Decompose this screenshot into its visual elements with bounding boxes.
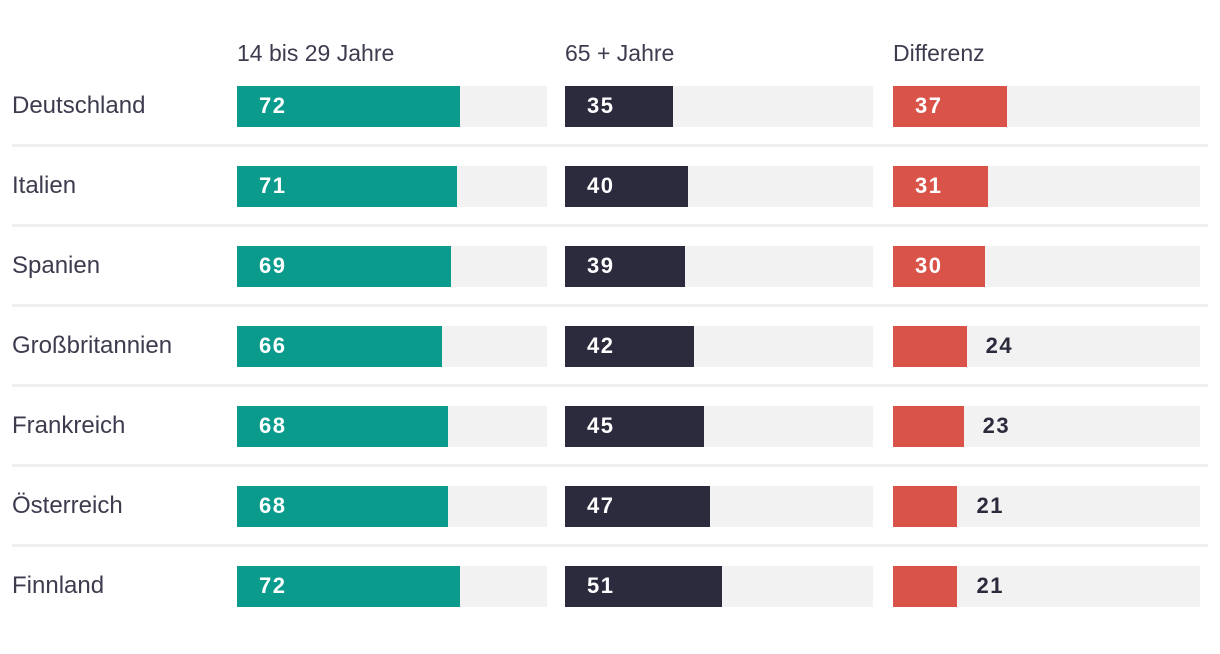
table-row: Österreich 68 47 21	[12, 466, 1208, 547]
bar-track: 21	[893, 485, 1200, 527]
grouped-bar-chart: 14 bis 29 Jahre 65 + Jahre Differenz Deu…	[12, 40, 1208, 626]
country-label: Österreich	[12, 492, 123, 519]
bar-track: 40	[565, 165, 873, 207]
bar-value-label: 21	[976, 573, 1004, 598]
bar-fill	[565, 245, 686, 287]
bar-track: 72	[237, 565, 547, 607]
bar-value-label: 72	[259, 93, 287, 118]
table-row: Italien 71 40 31	[12, 146, 1208, 227]
table-row: Deutschland 72 35 37	[12, 66, 1208, 147]
bar-fill	[237, 325, 442, 367]
bar-value-label: 68	[259, 493, 287, 518]
bar-track: 42	[565, 325, 873, 367]
bar-fill	[565, 405, 704, 447]
country-label: Spanien	[12, 252, 101, 279]
bar-value-label: 51	[587, 573, 615, 598]
bar-track: 37	[893, 85, 1200, 127]
rows: Deutschland 72 35 37 Italien 71 40 31 Spanien 69 3…	[12, 66, 1208, 626]
bar-value-label: 39	[587, 253, 615, 278]
country-label: Deutschland	[12, 92, 146, 119]
bar-value-label: 45	[587, 413, 615, 438]
bar-track: 39	[565, 245, 873, 287]
bar-fill	[893, 85, 1007, 127]
bar-fill	[893, 485, 958, 527]
bar-value-label: 72	[259, 573, 287, 598]
bar-value-label: 31	[915, 173, 943, 198]
bar-fill	[893, 405, 964, 447]
bar-fill	[565, 565, 723, 607]
bar-value-label: 23	[982, 413, 1011, 438]
bar-track: 72	[237, 85, 547, 127]
bar-value-label: 68	[259, 413, 287, 438]
bar-value-label: 21	[976, 493, 1004, 518]
bar-track: 35	[565, 85, 873, 127]
bar-track: 45	[565, 405, 873, 447]
bar-fill	[565, 485, 710, 527]
bar-track: 71	[237, 165, 547, 207]
column-headers: 14 bis 29 Jahre 65 + Jahre Differenz	[12, 40, 1208, 66]
bar-value-label: 42	[587, 333, 615, 358]
bar-track: 51	[565, 565, 873, 607]
country-label: Großbritannien	[12, 332, 173, 359]
table-row: Finnland 72 51 21	[12, 546, 1208, 626]
bar-value-label: 30	[915, 253, 943, 278]
bar-fill	[565, 325, 695, 367]
bar-fill	[565, 85, 673, 127]
bar-value-label: 40	[587, 173, 615, 198]
bar-track: 66	[237, 325, 547, 367]
bar-fill	[237, 565, 461, 607]
country-label: Frankreich	[12, 412, 126, 439]
bar-value-label: 24	[985, 333, 1014, 358]
bar-track: 30	[893, 245, 1200, 287]
bar-fill	[237, 245, 451, 287]
bar-fill	[237, 405, 448, 447]
bar-track: 68	[237, 405, 547, 447]
bar-fill	[565, 165, 689, 207]
table-row: Spanien 69 39 30	[12, 226, 1208, 307]
bar-track: 24	[893, 325, 1200, 367]
bar-value-label: 35	[587, 93, 615, 118]
bar-track: 69	[237, 245, 547, 287]
country-label: Finnland	[12, 572, 105, 599]
table-row: Großbritannien 66 42 24	[12, 306, 1208, 387]
bar-fill	[237, 165, 458, 207]
bar-value-label: 47	[587, 493, 615, 518]
bar-value-label: 37	[915, 93, 943, 118]
column-header-differenz: Differenz	[893, 39, 985, 66]
bar-fill	[237, 85, 461, 127]
bar-value-label: 69	[259, 253, 287, 278]
bar-value-label: 71	[259, 173, 287, 198]
bar-value-label: 66	[259, 333, 287, 358]
bar-track: 68	[237, 485, 547, 527]
bar-fill	[893, 565, 958, 607]
bar-fill	[893, 325, 967, 367]
bar-track: 23	[893, 405, 1200, 447]
column-header-65-plus: 65 + Jahre	[565, 39, 675, 66]
bar-track: 21	[893, 565, 1200, 607]
bar-fill	[893, 245, 986, 287]
bar-track: 31	[893, 165, 1200, 207]
column-header-14-29: 14 bis 29 Jahre	[237, 39, 395, 66]
bar-track: 47	[565, 485, 873, 527]
bar-fill	[893, 165, 989, 207]
bar-fill	[237, 485, 448, 527]
country-label: Italien	[12, 172, 77, 199]
table-row: Frankreich 68 45 23	[12, 386, 1208, 467]
